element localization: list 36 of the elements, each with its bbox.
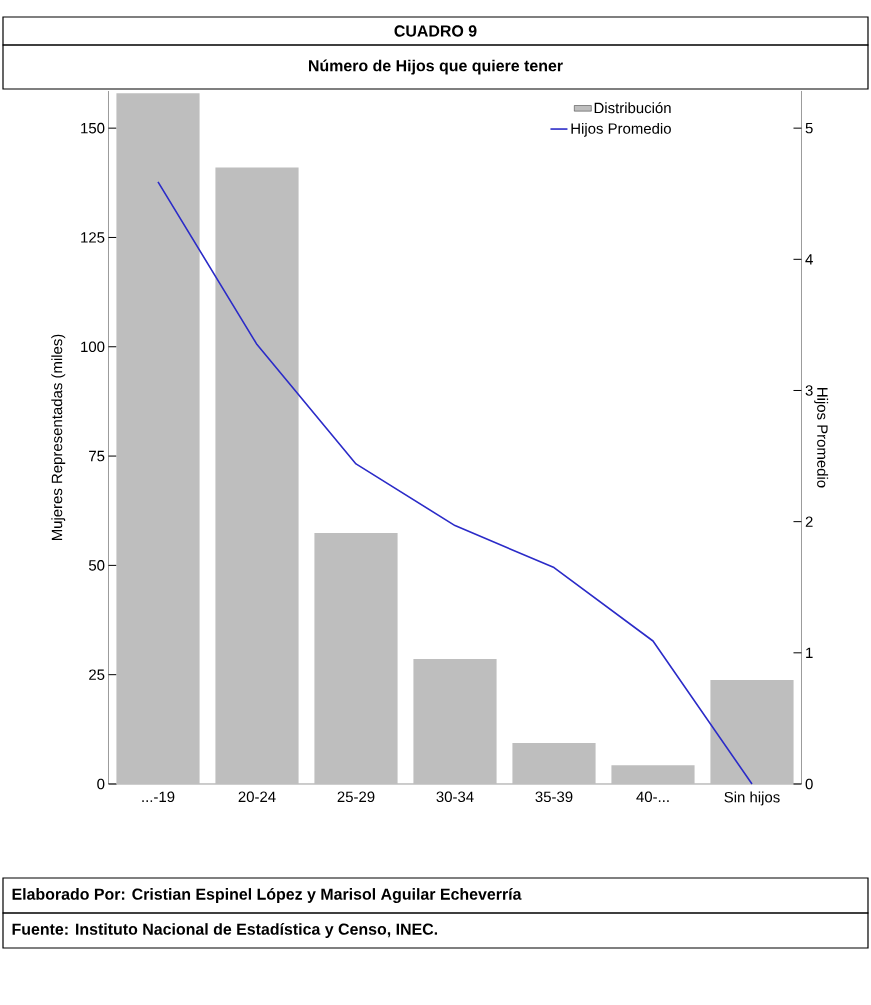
bar [413, 658, 497, 784]
x-tick-label: 25-29 [337, 791, 375, 803]
bar [116, 93, 200, 784]
y-tick-label: 25 [89, 669, 105, 680]
bar [512, 742, 596, 784]
y2-tick-label: 0 [805, 778, 813, 790]
y2-tick-label: 3 [805, 385, 813, 396]
y2-tick-label: 1 [806, 647, 813, 658]
y2-tick-label: 2 [805, 516, 813, 527]
line-series [157, 181, 753, 785]
x-tick-label: 20-24 [238, 791, 276, 803]
legend-label: Hijos Promedio [571, 122, 671, 137]
x-tick-label: Sin hijos [724, 791, 780, 806]
y-tick-label: 125 [81, 232, 105, 243]
y2-axis-title: Hijos Promedio [814, 388, 829, 488]
bar [314, 533, 398, 784]
bar [215, 167, 299, 784]
x-tick-label: 40-... [636, 791, 669, 803]
source-note: Fuente: Instituto Nacional de Estadística y Censo, INEC. [12, 923, 438, 938]
chart-title: CUADRO 9 [394, 25, 477, 37]
chart-subtitle: Número de Hijos que quiere tener [309, 59, 563, 75]
y-axis-title: Mujeres Representadas (miles) [51, 334, 66, 541]
x-tick-label: ...-19 [142, 791, 175, 803]
y-tick-label: 75 [89, 450, 105, 462]
bar [710, 679, 794, 784]
text: Elaborado Por: Cristian Espinel López y Marisol Aguilar Echeverría [12, 887, 522, 904]
x-tick-label: 30-34 [436, 791, 474, 803]
bar [611, 765, 695, 784]
x-tick-label: 35-39 [535, 791, 573, 803]
y-tick-label: 100 [81, 341, 105, 353]
y-tick-label: 150 [81, 122, 105, 134]
legend-label: Distribución [594, 102, 671, 114]
y-tick-label: 50 [88, 560, 105, 571]
y2-tick-label: 4 [805, 254, 813, 265]
y-tick-label: 0 [97, 778, 105, 790]
y2-tick-label: 5 [805, 122, 813, 134]
